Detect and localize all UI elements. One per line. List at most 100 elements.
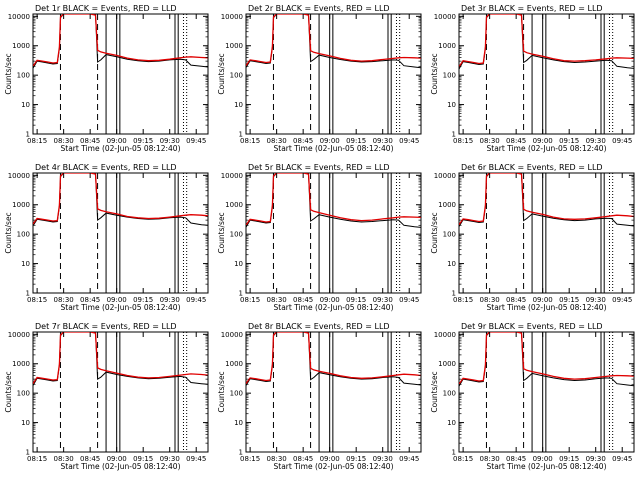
y-tick-label: 100 <box>230 390 243 398</box>
x-tick-label: 08:15 <box>240 296 260 304</box>
x-tick-label: 08:15 <box>453 137 473 145</box>
x-tick-label: 09:00 <box>320 296 340 304</box>
x-tick-label: 08:30 <box>54 455 74 463</box>
y-tick-label: 10000 <box>434 331 456 339</box>
y-tick-label: 10000 <box>434 172 456 180</box>
y-tick-label: 100 <box>17 390 30 398</box>
y-tick-label: 100 <box>17 231 30 239</box>
x-axis-label: Start Time (02-Jun-05 08:12:40) <box>487 144 607 153</box>
series-line-events <box>459 332 634 387</box>
panel-title: Det 3r BLACK = Events, RED = LLD <box>461 4 603 13</box>
y-tick-label: 1000 <box>12 201 30 209</box>
x-tick-label: 09:15 <box>133 296 153 304</box>
x-tick-label: 09:45 <box>612 455 632 463</box>
x-tick-label: 09:15 <box>346 137 366 145</box>
detector-panel-3: Det 3r BLACK = Events, RED = LLD 1 10 100 10… <box>430 4 635 153</box>
y-tick-label: 10000 <box>221 172 243 180</box>
x-tick-label: 08:30 <box>267 137 287 145</box>
y-tick-label: 1 <box>452 131 456 139</box>
panel-title: Det 2r BLACK = Events, RED = LLD <box>248 4 390 13</box>
panel-title: Det 5r BLACK = Events, RED = LLD <box>248 163 390 172</box>
series-line-lld <box>33 332 208 385</box>
panel-title: Det 7r BLACK = Events, RED = LLD <box>35 322 177 331</box>
y-tick-label: 1000 <box>438 201 456 209</box>
panel-title: Det 9r BLACK = Events, RED = LLD <box>461 322 603 331</box>
y-tick-label: 10 <box>447 101 456 109</box>
plot-frame <box>32 331 209 453</box>
x-axis-label: Start Time (02-Jun-05 08:12:40) <box>274 144 394 153</box>
x-tick-label: 09:30 <box>586 137 606 145</box>
y-axis-label: Counts/sec <box>430 53 439 94</box>
x-tick-label: 09:00 <box>107 455 127 463</box>
y-tick-label: 100 <box>230 72 243 80</box>
y-tick-label: 1 <box>452 449 456 457</box>
plot-area <box>33 173 208 293</box>
x-tick-label: 09:00 <box>320 137 340 145</box>
series-line-events <box>246 332 421 386</box>
x-tick-label: 09:15 <box>346 296 366 304</box>
y-axis-label: Counts/sec <box>217 53 226 94</box>
plot-area <box>246 173 421 293</box>
detector-panel-6: Det 6r BLACK = Events, RED = LLD 1 10 100 10… <box>430 163 635 312</box>
y-tick-label: 10 <box>21 101 30 109</box>
x-axis-label: Start Time (02-Jun-05 08:12:40) <box>61 303 181 312</box>
y-tick-label: 100 <box>443 72 456 80</box>
x-axis-label: Start Time (02-Jun-05 08:12:40) <box>487 462 607 471</box>
x-tick-label: 09:45 <box>186 296 206 304</box>
plot-frame <box>245 172 422 294</box>
y-tick-label: 100 <box>443 231 456 239</box>
x-tick-label: 09:15 <box>133 455 153 463</box>
x-tick-label: 09:45 <box>399 455 419 463</box>
x-tick-label: 08:30 <box>267 296 287 304</box>
y-tick-label: 1 <box>239 131 243 139</box>
series-line-lld <box>246 173 421 226</box>
detector-panel-1: Det 1r BLACK = Events, RED = LLD 1 10 100 10… <box>4 4 209 153</box>
x-tick-label: 09:30 <box>160 455 180 463</box>
x-tick-label: 09:30 <box>586 296 606 304</box>
x-tick-label: 09:30 <box>586 455 606 463</box>
y-tick-label: 10 <box>234 419 243 427</box>
plot-frame <box>32 13 209 135</box>
series-line-events <box>246 14 421 69</box>
plot-area <box>459 173 634 293</box>
x-tick-label: 08:45 <box>80 455 100 463</box>
y-tick-label: 1 <box>239 449 243 457</box>
x-tick-label: 08:45 <box>293 137 313 145</box>
y-tick-label: 1000 <box>438 360 456 368</box>
x-tick-label: 09:30 <box>373 296 393 304</box>
x-tick-label: 09:30 <box>160 296 180 304</box>
plot-frame <box>32 172 209 294</box>
y-tick-label: 1000 <box>12 42 30 50</box>
x-tick-label: 09:45 <box>186 137 206 145</box>
x-tick-label: 09:15 <box>559 137 579 145</box>
x-tick-label: 08:15 <box>453 455 473 463</box>
x-tick-label: 08:30 <box>480 455 500 463</box>
x-tick-label: 08:45 <box>80 296 100 304</box>
x-axis-label: Start Time (02-Jun-05 08:12:40) <box>61 462 181 471</box>
x-tick-label: 08:45 <box>293 455 313 463</box>
y-axis-label: Counts/sec <box>217 212 226 253</box>
y-tick-label: 10 <box>234 101 243 109</box>
x-tick-label: 08:45 <box>506 137 526 145</box>
plot-frame <box>458 172 635 294</box>
x-tick-label: 08:15 <box>240 455 260 463</box>
x-tick-label: 09:00 <box>533 455 553 463</box>
x-tick-label: 09:45 <box>186 455 206 463</box>
x-tick-label: 09:45 <box>612 137 632 145</box>
panel-title: Det 4r BLACK = Events, RED = LLD <box>35 163 177 172</box>
x-axis-label: Start Time (02-Jun-05 08:12:40) <box>61 144 181 153</box>
series-line-lld <box>459 14 634 68</box>
y-tick-label: 10000 <box>8 172 30 180</box>
series-line-events <box>33 332 208 386</box>
x-tick-label: 08:30 <box>480 137 500 145</box>
series-line-lld <box>246 332 421 385</box>
y-tick-label: 10000 <box>221 331 243 339</box>
detector-panel-5: Det 5r BLACK = Events, RED = LLD 1 10 100 10… <box>217 163 422 312</box>
series-line-lld <box>459 332 634 385</box>
series-line-events <box>459 14 634 70</box>
series-line-events <box>459 173 634 227</box>
x-tick-label: 09:15 <box>559 455 579 463</box>
x-tick-label: 09:00 <box>533 296 553 304</box>
detector-panel-8: Det 8r BLACK = Events, RED = LLD 1 10 100 10… <box>217 322 422 471</box>
y-axis-label: Counts/sec <box>430 212 439 253</box>
